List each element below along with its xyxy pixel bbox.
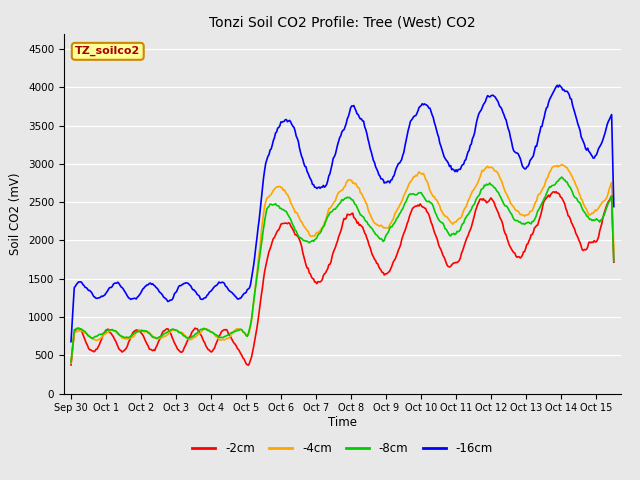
Text: TZ_soilco2: TZ_soilco2 — [75, 46, 140, 57]
Title: Tonzi Soil CO2 Profile: Tree (West) CO2: Tonzi Soil CO2 Profile: Tree (West) CO2 — [209, 16, 476, 30]
Legend: -2cm, -4cm, -8cm, -16cm: -2cm, -4cm, -8cm, -16cm — [187, 437, 498, 460]
Y-axis label: Soil CO2 (mV): Soil CO2 (mV) — [10, 172, 22, 255]
X-axis label: Time: Time — [328, 416, 357, 429]
